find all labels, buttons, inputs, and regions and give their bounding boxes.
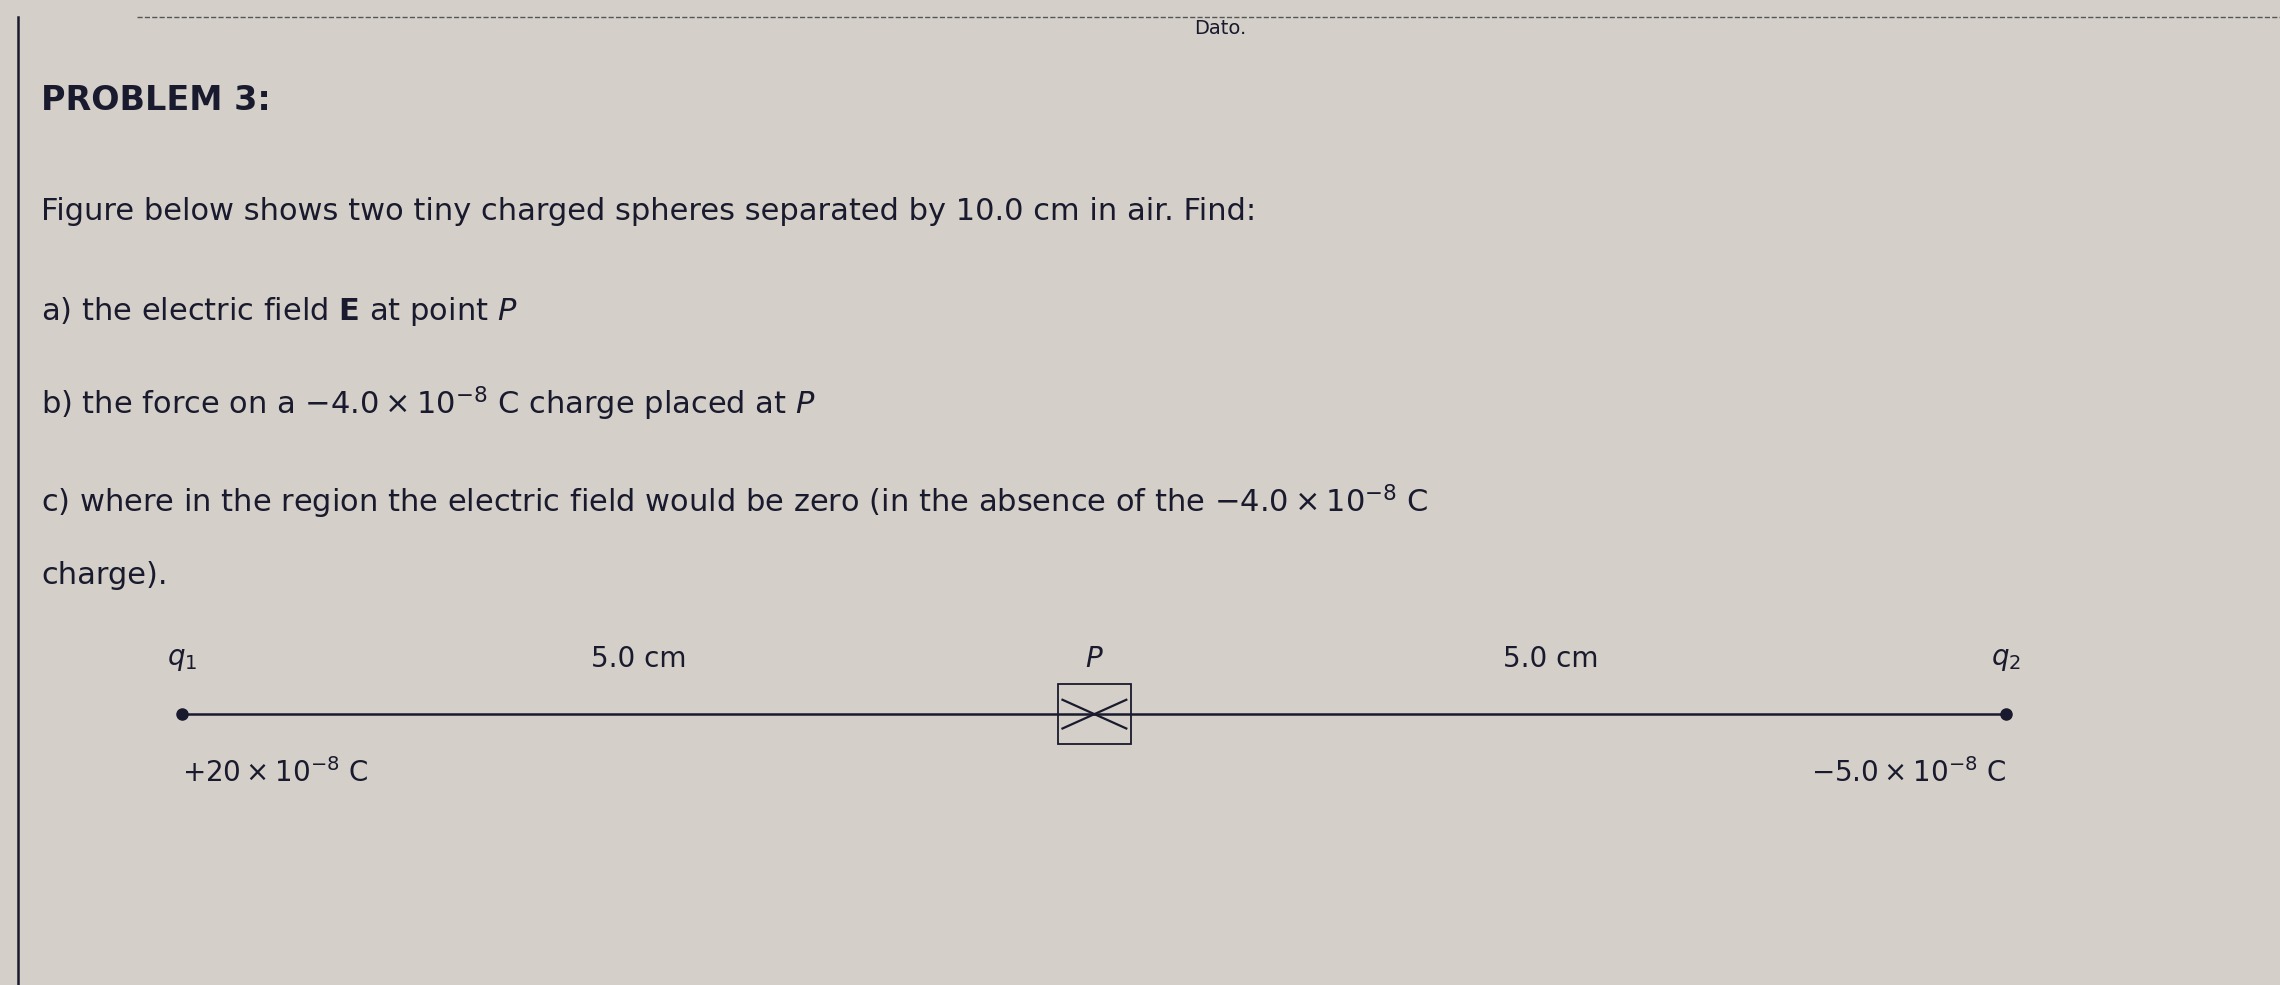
Text: 5.0 cm: 5.0 cm (1503, 645, 1598, 673)
Text: $+20 \times 10^{-8}$ C: $+20 \times 10^{-8}$ C (182, 758, 369, 788)
Text: Dato.: Dato. (1195, 19, 1245, 37)
Text: $q_1$: $q_1$ (166, 645, 198, 673)
Text: Figure below shows two tiny charged spheres separated by 10.0 cm in air. Find:: Figure below shows two tiny charged sphe… (41, 197, 1256, 226)
Text: c) where in the region the electric field would be zero (in the absence of the $: c) where in the region the electric fiel… (41, 483, 1430, 521)
Text: charge).: charge). (41, 561, 166, 590)
Text: PROBLEM 3:: PROBLEM 3: (41, 84, 271, 117)
Text: $-5.0 \times 10^{-8}$ C: $-5.0 \times 10^{-8}$ C (1810, 758, 2006, 788)
Text: b) the force on a $-4.0 \times 10^{-8}$ C charge placed at $P$: b) the force on a $-4.0 \times 10^{-8}$ … (41, 384, 816, 423)
Text: $P$: $P$ (1085, 645, 1104, 673)
Text: a) the electric field $\mathbf{E}$ at point $P$: a) the electric field $\mathbf{E}$ at po… (41, 296, 518, 329)
Text: 5.0 cm: 5.0 cm (591, 645, 686, 673)
Text: $q_2$: $q_2$ (1990, 645, 2022, 673)
